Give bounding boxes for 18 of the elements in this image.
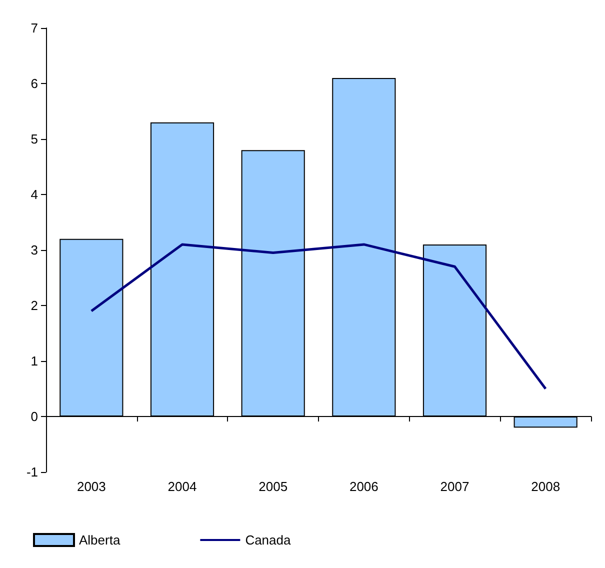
x-tick-label: 2005 xyxy=(258,479,288,494)
y-tick-label: 6 xyxy=(30,76,38,91)
x-tick-label: 2006 xyxy=(349,479,378,494)
y-tick-label: 7 xyxy=(30,20,38,36)
y-tick-label: 3 xyxy=(30,242,38,258)
line-series xyxy=(90,243,547,390)
x-tick-label: 2004 xyxy=(168,479,197,494)
x-tick-label: 2007 xyxy=(440,479,470,494)
y-tick-label: 0 xyxy=(30,409,38,424)
x-tick-label: 2003 xyxy=(76,479,106,494)
legend-label: Canada xyxy=(245,532,292,548)
y-tick-label: 4 xyxy=(30,187,38,202)
y-tick-label: 1 xyxy=(30,354,38,368)
x-tick-label: 2008 xyxy=(531,479,560,494)
y-tick-label: -1 xyxy=(26,464,38,480)
y-tick-label: 5 xyxy=(30,132,38,146)
y-tick-label: 2 xyxy=(30,298,38,313)
legend-label: Alberta xyxy=(79,532,121,548)
